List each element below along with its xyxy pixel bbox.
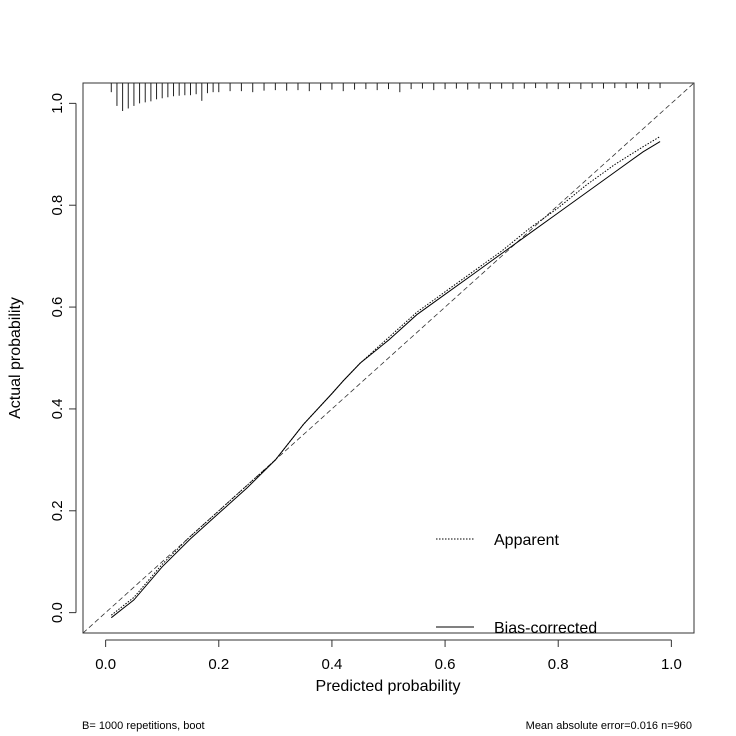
x-tick-label: 1.0: [661, 656, 682, 673]
y-tick-label: 0.2: [49, 500, 66, 521]
legend: Apparent Bias-corrected: [436, 532, 597, 637]
y-tick-label: 0.0: [49, 602, 66, 623]
series-lines: [110, 136, 661, 619]
x-axis-title: Predicted probability: [316, 678, 461, 695]
x-tick-label: 0.8: [548, 656, 569, 673]
legend-label-apparent: Apparent: [494, 532, 559, 549]
rug-marks: [110, 83, 661, 112]
series-line-apparent: [110, 136, 661, 616]
y-axis: 0.0 0.2 0.4 0.6 0.8 1.0: [49, 93, 77, 623]
y-tick-label: 0.8: [49, 195, 66, 216]
x-tick-label: 0.0: [95, 656, 116, 673]
x-axis: 0.0 0.2 0.4 0.6 0.8 1.0: [95, 639, 682, 673]
x-tick-label: 0.2: [208, 656, 229, 673]
reference-line: [82, 82, 695, 634]
y-axis-title: Actual probability: [7, 297, 24, 419]
footer-right-note: Mean absolute error=0.016 n=960: [526, 720, 692, 732]
series-line-bias-corrected: [110, 141, 661, 619]
legend-label-bias-corrected: Bias-corrected: [494, 620, 597, 637]
x-tick-label: 0.6: [435, 656, 456, 673]
y-tick-label: 1.0: [49, 93, 66, 114]
y-tick-label: 0.6: [49, 297, 66, 318]
y-tick-label: 0.4: [49, 398, 66, 419]
ideal-diagonal-line: [82, 82, 695, 634]
x-tick-label: 0.4: [321, 656, 342, 673]
footer-left-note: B= 1000 repetitions, boot: [82, 720, 205, 732]
